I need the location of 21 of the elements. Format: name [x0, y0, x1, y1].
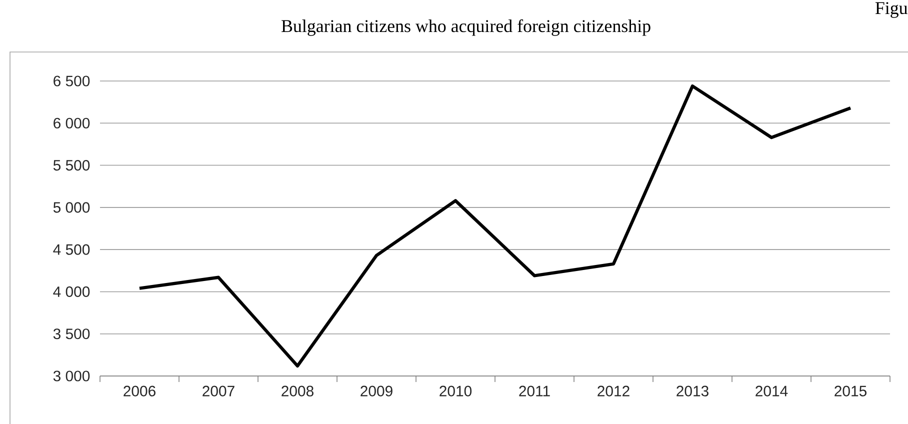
- y-tick-label: 4 500: [53, 244, 90, 255]
- y-tick-label: 3 000: [53, 370, 90, 382]
- chart-title: Bulgarian citizens who acquired foreign citizenship: [282, 19, 650, 36]
- x-tick-label: 2008: [282, 386, 314, 396]
- x-tick-label: 2012: [598, 386, 630, 396]
- line-series: [138, 84, 852, 368]
- y-tick-label: 6 000: [54, 118, 90, 128]
- y-tick-label: 5 000: [53, 202, 90, 213]
- y-tick-label: 5 500: [53, 160, 90, 171]
- text: Figu: [875, 2, 908, 18]
- x-tick-label: 2007: [202, 386, 234, 396]
- y-tick-label: 4 000: [53, 286, 90, 297]
- x-tick-label: 2009: [360, 386, 392, 396]
- y-tick-label: 6 500: [54, 76, 90, 86]
- x-tick-label: 2014: [756, 386, 788, 396]
- x-tick-label: 2006: [124, 386, 156, 396]
- y-tick-label: 3 500: [53, 328, 90, 340]
- x-tick-label: 2015: [834, 386, 866, 396]
- x-tick-label: 2011: [519, 386, 550, 396]
- x-tick-label: 2013: [676, 386, 708, 396]
- x-tick-label: 2010: [440, 386, 472, 396]
